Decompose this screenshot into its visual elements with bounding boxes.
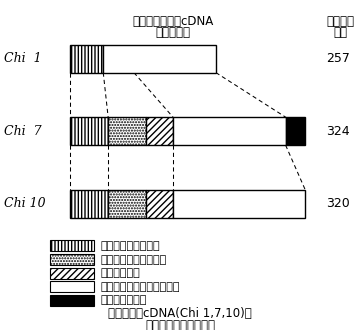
Text: アミノ酸: アミノ酸 — [326, 15, 354, 28]
Bar — [70, 117, 108, 145]
Text: ：キチナーゼ活性ドメイン: ：キチナーゼ活性ドメイン — [101, 282, 180, 292]
Bar — [108, 190, 146, 218]
Text: ：キチン結合ドメイン: ：キチン結合ドメイン — [101, 255, 167, 265]
Bar — [173, 190, 305, 218]
Text: 図１：単離cDNA(Chi 1,7,10)の: 図１：単離cDNA(Chi 1,7,10)の — [108, 307, 252, 320]
Text: 予想される構造・性状: 予想される構造・性状 — [145, 318, 215, 330]
Text: ：液胞シグナル: ：液胞シグナル — [101, 295, 147, 305]
Text: Chi  7: Chi 7 — [4, 125, 41, 138]
Bar — [146, 190, 173, 218]
Bar — [103, 45, 216, 73]
Bar — [146, 117, 173, 145]
Bar — [70, 190, 108, 218]
Bar — [50, 240, 94, 251]
Text: 324: 324 — [326, 125, 350, 138]
Text: ：スペーサー: ：スペーサー — [101, 268, 140, 278]
Text: 257: 257 — [326, 52, 350, 65]
Text: 320: 320 — [326, 197, 350, 210]
Bar — [50, 268, 94, 279]
Text: ：シグナルペプチド: ：シグナルペプチド — [101, 241, 161, 251]
Text: 配列: 配列 — [333, 26, 347, 40]
Bar — [50, 281, 94, 292]
Bar — [50, 295, 94, 306]
Text: 単離キチナーゼcDNA: 単離キチナーゼcDNA — [132, 15, 213, 28]
Bar — [285, 117, 305, 145]
Bar — [108, 117, 146, 145]
Bar — [173, 117, 285, 145]
Text: の推定構造: の推定構造 — [155, 26, 190, 40]
Text: Chi 10: Chi 10 — [4, 197, 45, 210]
Bar — [70, 45, 103, 73]
Bar — [50, 254, 94, 265]
Text: Chi  1: Chi 1 — [4, 52, 41, 65]
